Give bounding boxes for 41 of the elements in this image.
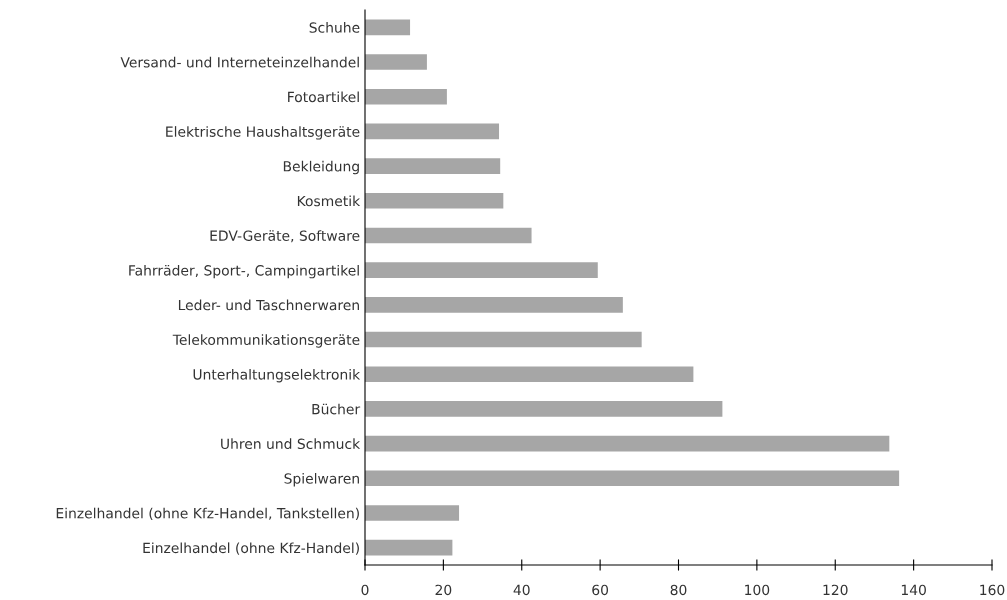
x-tick-label: 20: [435, 584, 452, 596]
y-tick-label: Einzelhandel (ohne Kfz-Handel): [143, 542, 359, 555]
bar: [365, 539, 453, 556]
x-tick-label: 80: [670, 584, 687, 596]
bar: [365, 262, 598, 278]
bar: [365, 123, 500, 140]
bar: [365, 366, 694, 383]
y-tick-label: Unterhaltungselektronik: [193, 368, 361, 383]
x-tick-label: 160: [980, 584, 1005, 596]
y-tick-label: Kosmetik: [297, 195, 361, 207]
y-tick-label: Telekommunikationsgeräte: [172, 334, 360, 348]
x-tick-label: 100: [745, 584, 770, 596]
bar: [365, 331, 642, 348]
x-tick-label: 0: [361, 584, 369, 596]
x-tick-label: 40: [513, 584, 530, 596]
y-tick-label: Versand- und Interneteinzelhandel: [120, 56, 359, 68]
y-tick-label: Schuhe: [309, 22, 360, 33]
y-tick-label: Einzelhandel (ohne Kfz-Handel, Tankstellen): [56, 507, 359, 521]
bar: [365, 54, 427, 70]
bar: [365, 227, 532, 244]
y-tick-label: Fotoartikel: [288, 91, 359, 103]
y-tick-label: EDV-Geräte, Software: [210, 230, 360, 243]
bar: [365, 88, 447, 105]
y-tick-label: Uhren und Schmuck: [221, 438, 361, 450]
bar: [365, 158, 501, 174]
y-tick-label: Fahrräder, Sport-, Campingartikel: [129, 264, 359, 279]
bar: [365, 192, 504, 209]
bar: [365, 19, 411, 36]
y-tick-label: Spielwaren: [284, 473, 359, 487]
y-tick-label: Bücher: [312, 403, 361, 415]
y-tick-label: Elektrische Haushaltsgeräte: [166, 126, 360, 140]
bar: [365, 470, 900, 487]
x-tick-label: 140: [901, 584, 926, 596]
bar: [365, 435, 890, 452]
bar: [365, 505, 460, 521]
x-tick-label: 120: [823, 584, 848, 596]
x-tick-label: 60: [592, 584, 609, 596]
bar: [365, 401, 723, 417]
y-tick-label: Bekleidung: [283, 160, 359, 175]
bar: [365, 297, 623, 313]
y-tick-label: Leder- und Taschnerwaren: [178, 299, 359, 311]
